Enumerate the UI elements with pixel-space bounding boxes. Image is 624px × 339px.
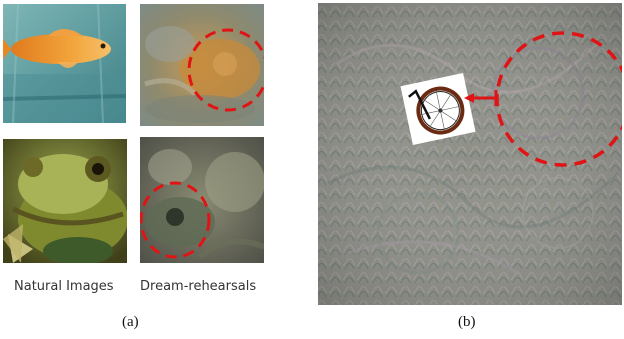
subcaption-a: (a) [122,314,139,330]
natural-images-label: Natural Images [14,279,114,294]
subcaption-b: (b) [458,314,476,330]
frog-natural-image [3,139,127,263]
goldfish-natural-image [3,4,126,123]
bicycle-wheel-inset [400,73,476,145]
goldfish-dream-rehearsal-image [140,4,264,126]
frog-dream-rehearsal-image [140,137,264,263]
dream-rehearsals-label: Dream-rehearsals [140,279,257,294]
bicycle-dream-texture-image [318,3,622,305]
